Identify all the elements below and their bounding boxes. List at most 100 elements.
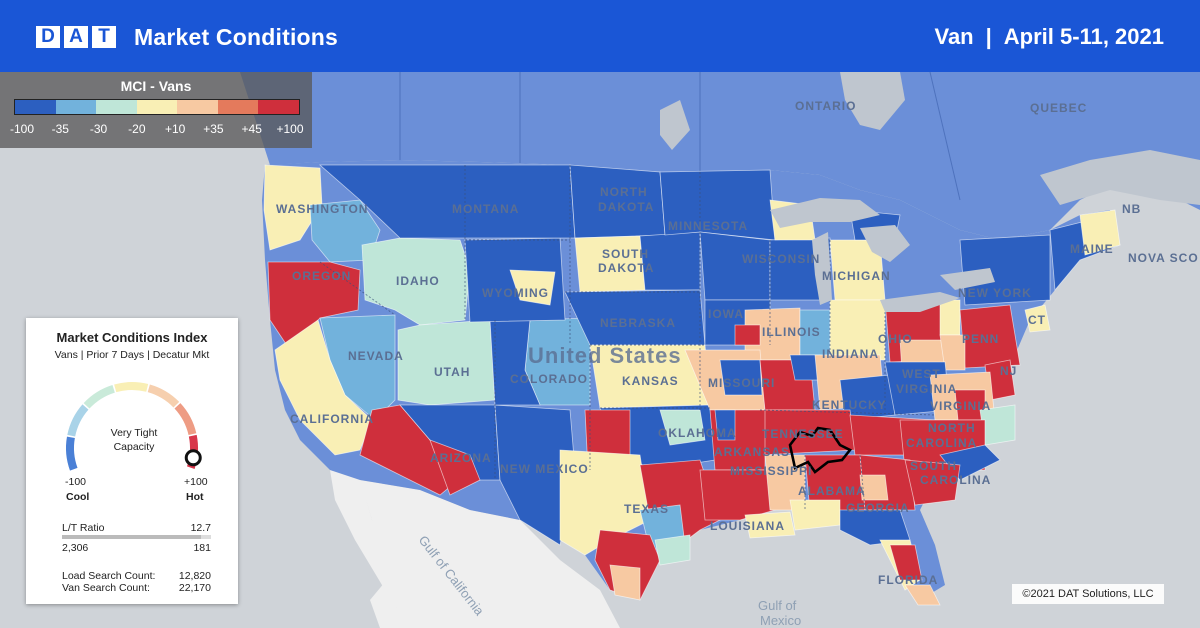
panel-subtitle: Vans | Prior 7 Days | Decatur Mkt bbox=[54, 349, 210, 361]
logo-letter-t: T bbox=[92, 26, 116, 48]
lt-ratio-fill bbox=[62, 535, 201, 539]
panel-title: Market Conditions Index bbox=[56, 330, 208, 345]
label-maine: MAINE bbox=[1070, 242, 1114, 256]
label-ontario: ONTARIO bbox=[795, 99, 856, 113]
label-north-carolina-1: NORTH bbox=[928, 421, 976, 435]
mci-legend: MCI - Vans -100 -35 -30 -20 +10 +35 +45 +100 bbox=[0, 72, 312, 148]
label-georgia: GEORGIA bbox=[846, 501, 910, 515]
legend-tick-6: +45 bbox=[241, 122, 262, 136]
label-nova-scotia: NOVA SCO bbox=[1128, 251, 1199, 265]
lt-ratio-track bbox=[62, 535, 211, 539]
label-louisiana: LOUISIANA bbox=[710, 519, 785, 533]
label-oklahoma: OKLAHOMA bbox=[658, 426, 737, 440]
header-title: Market Conditions bbox=[134, 24, 339, 50]
great-lakes bbox=[770, 198, 995, 312]
legend-ticks: -100 -35 -30 -20 +10 +35 +45 +100 bbox=[0, 122, 312, 140]
header-separator: | bbox=[985, 24, 992, 49]
van-search-label: Van Search Count: bbox=[62, 582, 150, 594]
label-quebec: QUEBEC bbox=[1030, 101, 1087, 115]
label-utah: UTAH bbox=[434, 365, 470, 379]
label-virginia: VIRGINIA bbox=[930, 399, 991, 413]
legend-color-scale bbox=[14, 99, 300, 115]
label-nebraska: NEBRASKA bbox=[600, 316, 676, 330]
header-bar: D A T Market Conditions Van | April 5-11… bbox=[0, 0, 1200, 72]
baja-peninsula bbox=[330, 470, 440, 628]
label-iowa: IOWA bbox=[708, 307, 744, 321]
load-search-label: Load Search Count: bbox=[62, 570, 156, 582]
label-texas: TEXAS bbox=[624, 502, 669, 516]
load-search-value: 12,820 bbox=[178, 570, 211, 582]
label-new-mexico: NEW MEXICO bbox=[500, 462, 589, 476]
label-wisconsin: WISCONSIN bbox=[742, 252, 820, 266]
label-north-carolina-2: CAROLINA bbox=[906, 436, 977, 450]
gauge-max-value: +100 bbox=[184, 476, 208, 488]
gauge-status-line2: Capacity bbox=[113, 441, 155, 453]
label-penn: PENN bbox=[962, 332, 999, 346]
label-minnesota: MINNESOTA bbox=[668, 219, 748, 233]
label-nj: NJ bbox=[1000, 364, 1017, 378]
st-lawrence-gulf bbox=[1040, 150, 1200, 205]
mexico-land bbox=[360, 480, 620, 628]
van-search-value: 22,170 bbox=[178, 582, 211, 594]
label-montana: MONTANA bbox=[452, 202, 519, 216]
label-arizona: ARIZONA bbox=[430, 451, 492, 465]
gauge-segment-3 bbox=[114, 382, 149, 393]
header-meta: Van | April 5-11, 2021 bbox=[934, 24, 1164, 50]
label-wyoming: WYOMING bbox=[482, 286, 549, 300]
label-ct: CT bbox=[1028, 313, 1046, 327]
label-west-virginia-2: VIRGINIA bbox=[896, 382, 957, 396]
gauge-segment-2 bbox=[83, 384, 116, 409]
label-united-states: United States bbox=[528, 343, 682, 368]
label-indiana: INDIANA bbox=[822, 347, 879, 361]
gauge-segment-1 bbox=[67, 404, 89, 437]
legend-tick-1: -35 bbox=[51, 122, 69, 136]
market-conditions-map[interactable]: ONTARIO QUEBEC NB NOVA SCO WASHINGTON MO… bbox=[0, 72, 1200, 628]
dat-logo: D A T bbox=[36, 26, 116, 48]
label-gulf-mexico-2: Mexico bbox=[760, 613, 801, 628]
gauge-arcs bbox=[66, 382, 198, 471]
logo-letter-d: D bbox=[36, 26, 60, 48]
gauge-segment-0 bbox=[66, 436, 78, 471]
gauge-status: Very Tight Capacity bbox=[82, 426, 186, 454]
legend-tick-5: +35 bbox=[203, 122, 224, 136]
decatur-market-outline[interactable] bbox=[788, 426, 853, 474]
label-gulf-mexico-1: Gulf of bbox=[758, 598, 797, 613]
label-california: CALIFORNIA bbox=[290, 412, 374, 426]
legend-swatch-6 bbox=[258, 100, 300, 114]
lt-ratio-label: L/T Ratio bbox=[62, 522, 105, 534]
label-colorado: COLORADO bbox=[510, 372, 588, 386]
legend-swatch-3 bbox=[136, 100, 178, 114]
label-west-virginia-1: WEST bbox=[902, 367, 941, 381]
gauge-max-label: Hot bbox=[186, 491, 204, 503]
label-new-york: NEW YORK bbox=[958, 286, 1032, 300]
label-washington: WASHINGTON bbox=[276, 202, 368, 216]
legend-swatch-1 bbox=[55, 100, 97, 114]
label-michigan: MICHIGAN bbox=[822, 269, 891, 283]
label-nevada: NEVADA bbox=[348, 349, 404, 363]
gauge-min-label: Cool bbox=[66, 491, 90, 503]
legend-swatch-5 bbox=[217, 100, 259, 114]
label-north-dakota-2: DAKOTA bbox=[598, 200, 654, 214]
label-south-dakota-2: DAKOTA bbox=[598, 261, 654, 275]
gauge-segment-4 bbox=[147, 384, 180, 408]
gauge-segment-5 bbox=[174, 403, 197, 436]
label-south-carolina-2: CAROLINA bbox=[920, 473, 991, 487]
label-florida: FLORIDA bbox=[878, 573, 938, 587]
lt-ratio-value: 12.7 bbox=[190, 522, 211, 534]
james-bay bbox=[840, 72, 905, 130]
legend-tick-4: +10 bbox=[164, 122, 186, 136]
copyright-notice: ©2021 DAT Solutions, LLC bbox=[1012, 584, 1164, 604]
legend-swatch-4 bbox=[177, 100, 218, 114]
label-tennessee: TENNESSEE bbox=[762, 427, 844, 441]
label-missouri: MISSOURI bbox=[708, 376, 775, 390]
label-ohio: OHIO bbox=[878, 332, 913, 346]
lt-left-value: 2,306 bbox=[62, 542, 89, 554]
legend-tick-3: -20 bbox=[128, 122, 146, 136]
label-kentucky: KENTUCKY bbox=[812, 398, 887, 412]
gauge-min-value: -100 bbox=[65, 476, 87, 488]
label-idaho: IDAHO bbox=[396, 274, 440, 288]
label-illinois: ILLINOIS bbox=[762, 325, 821, 339]
gauge-status-line1: Very Tight bbox=[110, 427, 158, 439]
mci-gauge bbox=[66, 382, 202, 471]
legend-tick-7: +100 bbox=[276, 122, 304, 136]
